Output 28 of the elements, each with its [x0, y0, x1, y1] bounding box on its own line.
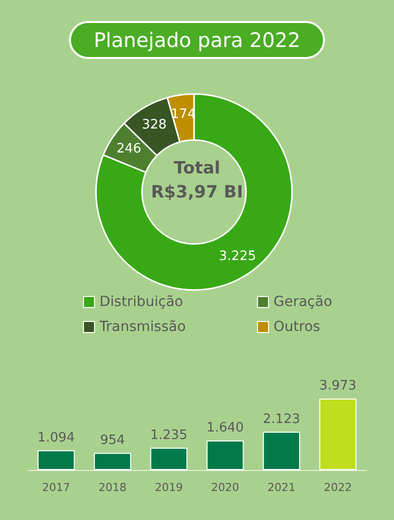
bar	[38, 450, 75, 470]
legend-label: Distribuição	[100, 294, 184, 310]
x-tick-label: 2022	[324, 481, 352, 494]
chart-title: Planejado para 2022	[94, 28, 300, 52]
x-tick-label: 2018	[98, 481, 126, 494]
bar	[150, 448, 188, 470]
legend-label: Outros	[274, 319, 320, 335]
legend-label: Geração	[274, 294, 332, 310]
x-tick-label: 2021	[268, 481, 296, 494]
bar	[94, 452, 132, 470]
x-tick-label: 2019	[154, 481, 183, 494]
data-label: 246	[116, 142, 142, 157]
x-tick-label: 2017	[42, 481, 70, 494]
bar	[319, 398, 356, 470]
text: Total	[174, 158, 220, 178]
data-label: 1.235	[150, 428, 188, 443]
legend-label: Transmissão	[98, 319, 186, 335]
data-label: 954	[100, 432, 125, 448]
data-label: 328	[142, 117, 167, 132]
data-label: 3.973	[319, 378, 356, 394]
data-label: 2.123	[262, 412, 300, 427]
bar	[206, 440, 244, 470]
text: R$3,97 BI	[150, 182, 244, 202]
data-label: 3.225	[218, 249, 256, 264]
data-label: 1.640	[206, 420, 244, 436]
x-tick-label: 2020	[211, 481, 240, 494]
data-label: 1.094	[38, 430, 75, 446]
bar	[262, 432, 300, 470]
